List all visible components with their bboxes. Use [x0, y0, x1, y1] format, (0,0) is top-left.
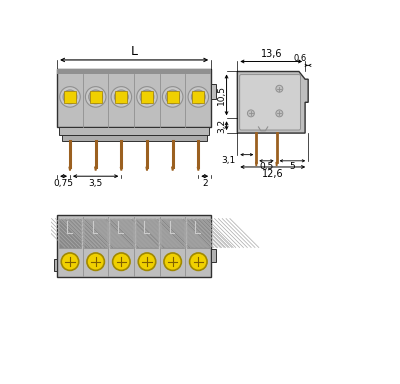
- FancyBboxPatch shape: [240, 74, 300, 130]
- Bar: [115, 91, 127, 103]
- Bar: [59, 218, 81, 248]
- Polygon shape: [69, 167, 71, 170]
- Circle shape: [61, 253, 79, 270]
- Circle shape: [276, 85, 283, 92]
- Text: 5: 5: [290, 162, 295, 171]
- Bar: [136, 218, 158, 248]
- Circle shape: [85, 87, 106, 107]
- Circle shape: [188, 87, 208, 107]
- Circle shape: [111, 87, 132, 107]
- Bar: [84, 218, 107, 248]
- Bar: [57, 215, 211, 277]
- Circle shape: [63, 90, 77, 104]
- Bar: [110, 218, 133, 248]
- Text: L: L: [131, 45, 138, 58]
- Text: 13,6: 13,6: [260, 49, 282, 59]
- Circle shape: [162, 87, 183, 107]
- Circle shape: [113, 253, 130, 270]
- Circle shape: [140, 90, 154, 104]
- Bar: [136, 218, 158, 248]
- Bar: [84, 218, 107, 248]
- Bar: [211, 249, 216, 262]
- Circle shape: [87, 253, 104, 270]
- Text: 12,6: 12,6: [262, 169, 284, 179]
- Bar: [167, 91, 178, 103]
- Circle shape: [60, 87, 80, 107]
- Text: 0,5: 0,5: [259, 162, 274, 171]
- Bar: [187, 218, 210, 248]
- Bar: [161, 218, 184, 248]
- Text: 0,75: 0,75: [54, 179, 74, 187]
- Bar: [57, 69, 211, 74]
- Polygon shape: [237, 71, 308, 133]
- Bar: [161, 218, 184, 248]
- Bar: [57, 69, 211, 127]
- Polygon shape: [146, 167, 148, 170]
- Text: 10,5: 10,5: [217, 85, 226, 105]
- Polygon shape: [120, 167, 122, 170]
- Text: 2: 2: [202, 179, 208, 187]
- Bar: [62, 135, 206, 141]
- Text: 3,2: 3,2: [217, 119, 226, 133]
- Circle shape: [276, 110, 283, 117]
- Bar: [64, 91, 76, 103]
- Polygon shape: [198, 167, 199, 170]
- Polygon shape: [172, 167, 174, 170]
- Bar: [187, 218, 210, 248]
- Bar: [110, 218, 133, 248]
- Circle shape: [164, 253, 181, 270]
- Circle shape: [166, 90, 180, 104]
- Polygon shape: [256, 162, 257, 166]
- Bar: [141, 91, 153, 103]
- Bar: [192, 91, 204, 103]
- Bar: [211, 84, 216, 99]
- Text: 0,6: 0,6: [294, 54, 307, 63]
- Circle shape: [114, 90, 128, 104]
- Bar: [90, 91, 102, 103]
- Polygon shape: [276, 162, 277, 166]
- Bar: [54, 258, 57, 271]
- Circle shape: [138, 253, 156, 270]
- Circle shape: [248, 110, 254, 117]
- Circle shape: [191, 90, 205, 104]
- Circle shape: [137, 87, 157, 107]
- Text: 3,5: 3,5: [88, 179, 103, 187]
- Polygon shape: [95, 167, 96, 170]
- Bar: [60, 127, 209, 135]
- Text: 3,1: 3,1: [222, 156, 236, 165]
- Bar: [59, 218, 81, 248]
- Circle shape: [190, 253, 207, 270]
- Circle shape: [89, 90, 103, 104]
